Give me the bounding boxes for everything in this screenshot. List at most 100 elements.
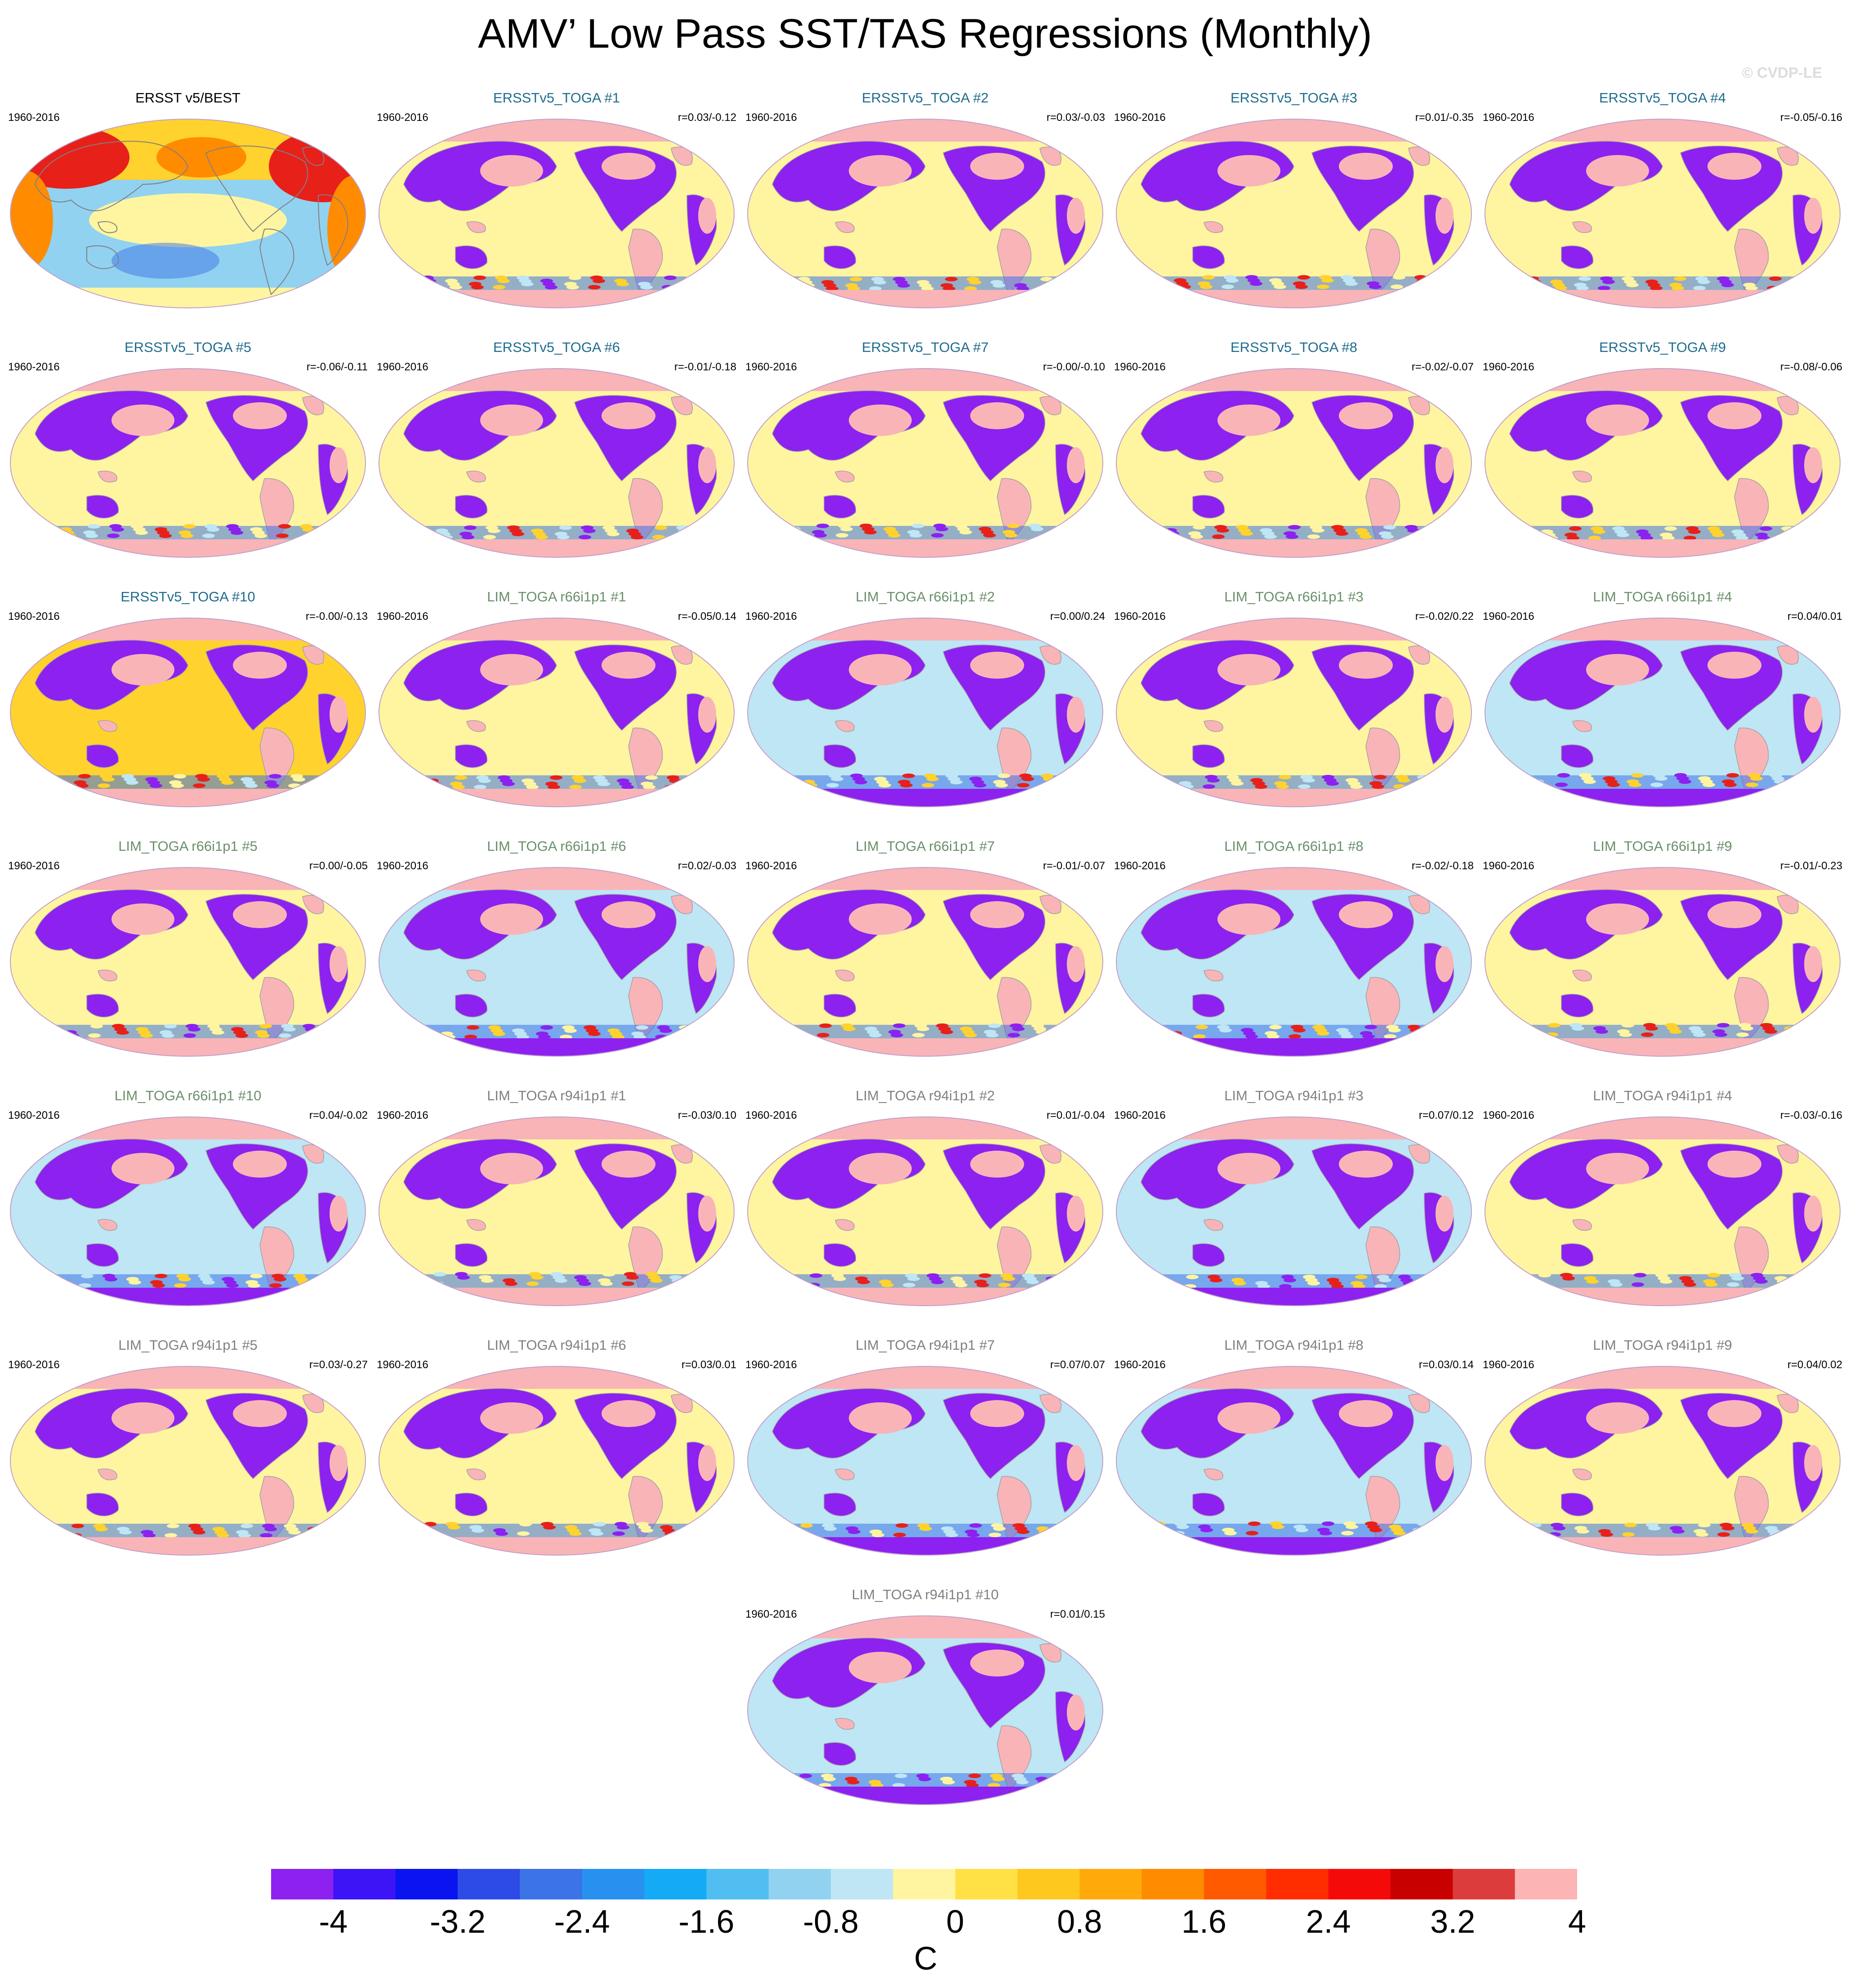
panel-title: LIM_TOGA r66i1p1 #8 (1224, 838, 1364, 854)
panel-title: LIM_TOGA r66i1p1 #1 (487, 589, 626, 605)
map-panel: LIM_TOGA r66i1p1 #1 1960-2016 r=-0.05/0.14 (377, 589, 736, 809)
regression-map (1116, 1366, 1472, 1556)
panel-period: 1960-2016 (1483, 361, 1534, 373)
map-fill (748, 1616, 1103, 1805)
regression-map (1116, 618, 1472, 807)
panel-period: 1960-2016 (1114, 860, 1166, 872)
panel-period: 1960-2016 (1114, 1109, 1166, 1121)
panel-correlation: r=0.03/0.14 (1418, 1359, 1474, 1371)
map-fill (379, 618, 734, 807)
panel-correlation: r=0.07/0.12 (1418, 1109, 1474, 1121)
panel-title: ERSSTv5_TOGA #3 (1230, 90, 1357, 106)
colorbar-bin (395, 1869, 458, 1899)
panel-correlation: r=0.03/-0.03 (1046, 111, 1105, 124)
regression-map (10, 618, 366, 807)
colorbar (271, 1869, 1577, 1899)
panel-period: 1960-2016 (745, 1608, 797, 1620)
map-fill (10, 119, 366, 308)
colorbar-bin (644, 1869, 707, 1899)
map-fill (1116, 119, 1471, 308)
colorbar-bin (831, 1869, 893, 1899)
panel-period: 1960-2016 (8, 860, 60, 872)
map-fill (1485, 867, 1840, 1056)
colorbar-bin (1141, 1869, 1204, 1899)
panel-title: LIM_TOGA r94i1p1 #8 (1224, 1337, 1364, 1353)
panel-title: ERSSTv5_TOGA #8 (1230, 339, 1357, 355)
panel-title: ERSST v5/BEST (135, 90, 241, 106)
panel-correlation: r=0.03/-0.27 (309, 1359, 368, 1371)
regression-map (379, 368, 735, 558)
regression-map (1484, 368, 1841, 558)
map-fill (10, 867, 366, 1056)
panel-correlation: r=0.07/0.07 (1050, 1359, 1105, 1371)
watermark: © CVDP-LE (1742, 64, 1822, 81)
panel-title: LIM_TOGA r66i1p1 #2 (856, 589, 995, 605)
map-panel: LIM_TOGA r94i1p1 #6 1960-2016 r=0.03/0.01 (377, 1337, 736, 1557)
map-panel: ERSSTv5_TOGA #7 1960-2016 r=-0.00/-0.10 (745, 339, 1105, 560)
map-panel: LIM_TOGA r66i1p1 #7 1960-2016 r=-0.01/-0.0… (745, 838, 1105, 1058)
map-panel: LIM_TOGA r66i1p1 #4 1960-2016 r=0.04/0.01 (1483, 589, 1842, 809)
panel-period: 1960-2016 (1483, 1359, 1534, 1371)
map-fill (1116, 1117, 1471, 1306)
map-fill (1485, 369, 1840, 557)
regression-map (747, 1615, 1103, 1805)
colorbar-bin (1391, 1869, 1453, 1899)
panel-title: LIM_TOGA r94i1p1 #10 (851, 1587, 999, 1602)
panel-title: ERSSTv5_TOGA #10 (120, 589, 255, 605)
panel-period: 1960-2016 (1114, 361, 1166, 373)
map-panel: LIM_TOGA r94i1p1 #10 1960-2016 r=0.01/0.15 (745, 1587, 1105, 1807)
panel-title: LIM_TOGA r66i1p1 #4 (1593, 589, 1732, 605)
map-panel: LIM_TOGA r66i1p1 #8 1960-2016 r=-0.02/-0.1… (1114, 838, 1474, 1058)
map-panel: ERSSTv5_TOGA #6 1960-2016 r=-0.01/-0.18 (377, 339, 736, 560)
map-panel: ERSSTv5_TOGA #8 1960-2016 r=-0.02/-0.07 (1114, 339, 1474, 560)
map-fill (10, 1117, 366, 1306)
map-panel: LIM_TOGA r94i1p1 #7 1960-2016 r=0.07/0.07 (745, 1337, 1105, 1557)
panel-period: 1960-2016 (8, 1359, 60, 1371)
colorbar-tick-label: 4 (1568, 1904, 1587, 1940)
map-fill (1485, 618, 1840, 807)
panel-period: 1960-2016 (377, 610, 428, 623)
panel-period: 1960-2016 (745, 1109, 797, 1121)
regression-map (10, 1366, 366, 1556)
map-fill (1116, 867, 1471, 1056)
panel-title: LIM_TOGA r66i1p1 #3 (1224, 589, 1364, 605)
regression-map (379, 618, 735, 807)
panel-period: 1960-2016 (377, 1359, 428, 1371)
panel-correlation: r=0.02/-0.03 (678, 860, 736, 872)
colorbar-bin (1266, 1869, 1329, 1899)
map-panel: LIM_TOGA r94i1p1 #9 1960-2016 r=0.04/0.02 (1483, 1337, 1842, 1557)
regression-map (747, 368, 1103, 558)
panel-title: LIM_TOGA r94i1p1 #6 (487, 1337, 626, 1353)
panel-correlation: r=-0.03/0.10 (678, 1109, 736, 1121)
panel-title: LIM_TOGA r66i1p1 #6 (487, 838, 626, 854)
colorbar-tick-label: -3.2 (429, 1904, 486, 1940)
map-fill (748, 369, 1103, 557)
colorbar-bin (1453, 1869, 1516, 1899)
map-panel: ERSST v5/BEST 1960-2016 (8, 90, 368, 310)
colorbar-tick-label: -0.8 (802, 1904, 859, 1940)
map-fill (379, 369, 734, 557)
regression-map (1484, 618, 1841, 807)
regression-map (1116, 1116, 1472, 1306)
panel-title: LIM_TOGA r94i1p1 #1 (487, 1088, 626, 1103)
regression-map (747, 119, 1103, 308)
panel-title: LIM_TOGA r94i1p1 #2 (856, 1088, 995, 1103)
map-fill (1485, 119, 1840, 308)
map-panel: LIM_TOGA r66i1p1 #2 1960-2016 r=0.00/0.24 (745, 589, 1105, 809)
map-fill (379, 119, 734, 308)
panel-period: 1960-2016 (377, 860, 428, 872)
panel-title: LIM_TOGA r94i1p1 #3 (1224, 1088, 1364, 1103)
panel-correlation: r=0.00/-0.05 (309, 860, 368, 872)
panel-period: 1960-2016 (8, 610, 60, 623)
map-fill (748, 867, 1103, 1056)
panel-period: 1960-2016 (377, 361, 428, 373)
panel-correlation: r=0.04/-0.02 (309, 1109, 368, 1121)
panel-title: ERSSTv5_TOGA #2 (862, 90, 989, 106)
colorbar-tick-label: 0 (946, 1904, 964, 1940)
panel-period: 1960-2016 (745, 610, 797, 623)
panel-correlation: r=-0.05/0.14 (678, 610, 736, 623)
map-panel: ERSSTv5_TOGA #9 1960-2016 r=-0.08/-0.06 (1483, 339, 1842, 560)
panel-correlation: r=0.04/0.01 (1787, 610, 1842, 623)
regression-map (379, 867, 735, 1057)
colorbar-tick-label: 1.6 (1181, 1904, 1227, 1940)
